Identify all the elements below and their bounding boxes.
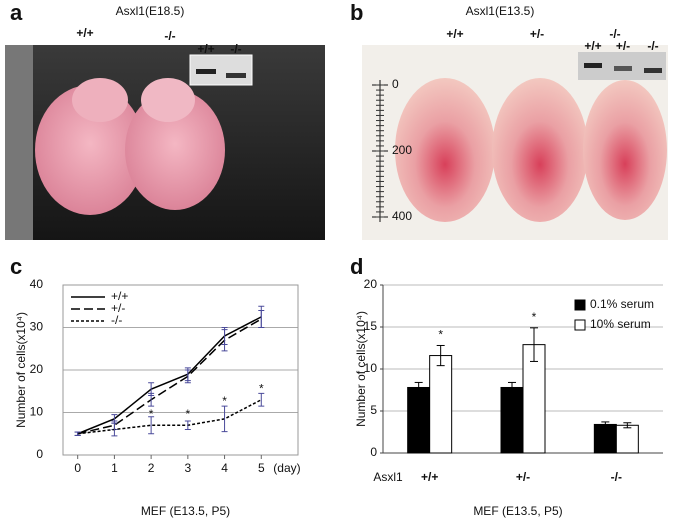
gel-label: +/+ (584, 39, 601, 53)
x-tick-label: 2 (148, 461, 155, 475)
y-tick-label: 10 (30, 405, 44, 419)
panel-label: a (10, 0, 23, 25)
gel-label: -/- (647, 39, 658, 53)
x-tick-label: +/+ (421, 470, 438, 484)
annotation: * (186, 407, 191, 421)
annotation: * (259, 381, 264, 395)
bar (593, 423, 617, 454)
genotype-label: -/- (609, 27, 620, 41)
panel-label: d (350, 254, 363, 279)
y-axis-label: Number of cells(x10⁴) (354, 311, 368, 427)
gel-label: -/- (230, 42, 241, 56)
legend-label: 10% serum (590, 317, 651, 331)
genotype-label: +/+ (76, 26, 93, 40)
legend-swatch (574, 299, 586, 311)
genotype-label: +/- (530, 27, 544, 41)
embryo (35, 85, 145, 215)
legend-label: +/- (111, 301, 125, 315)
bar (407, 386, 431, 454)
gel-band (196, 69, 216, 74)
panel-title: Asxl1(E18.5) (116, 4, 185, 18)
y-tick-label: 20 (364, 277, 378, 291)
caption: MEF (E13.5, P5) (473, 504, 562, 518)
x-tick-label: 5 (258, 461, 265, 475)
category-axis-label: Asxl1 (373, 470, 403, 484)
annotation: * (438, 328, 443, 342)
legend-label: +/+ (111, 289, 128, 303)
embryo-head (141, 78, 195, 122)
y-tick-label: 0 (370, 445, 377, 459)
y-tick-label: 40 (30, 277, 44, 291)
ruler-label: 0 (392, 77, 399, 91)
x-tick-label: 1 (111, 461, 118, 475)
bar (429, 355, 453, 454)
legend-label: 0.1% serum (590, 297, 654, 311)
embryo (583, 80, 667, 220)
panel-label: b (350, 0, 363, 25)
series-line (77, 316, 262, 435)
y-tick-label: 30 (30, 320, 44, 334)
annotation: * (532, 310, 537, 324)
ruler: 0 200 400 (372, 77, 412, 223)
embryo-head (72, 78, 128, 122)
gel-label: +/- (616, 39, 630, 53)
gel-label: +/+ (197, 42, 214, 56)
x-tick-label: 0 (74, 461, 81, 475)
bar (500, 386, 524, 454)
bar (615, 424, 639, 454)
embryo (492, 78, 588, 222)
annotation: * (149, 407, 154, 421)
y-tick-label: 5 (370, 403, 377, 417)
genotype-label: -/- (164, 29, 175, 43)
series-line (77, 318, 262, 435)
x-tick-label: 4 (221, 461, 228, 475)
gel-band (584, 63, 602, 68)
x-tick-label: +/- (516, 470, 530, 484)
legend-swatch (574, 319, 586, 331)
ruler-label: 400 (392, 209, 412, 223)
x-tick-label: 3 (185, 461, 192, 475)
annotation: * (222, 394, 227, 408)
y-tick-label: 20 (30, 362, 44, 376)
y-tick-label: 0 (36, 447, 43, 461)
genotype-label: +/+ (446, 27, 463, 41)
embryo (125, 90, 225, 210)
plot-frame (62, 284, 299, 456)
gel-band (644, 68, 662, 73)
panel-title: Asxl1(E13.5) (466, 4, 535, 18)
x-tick-label: -/- (611, 470, 622, 484)
charts: c 0 10 20 30 40 0 1 2 3 4 5 (day) Number of cells(x10… (10, 254, 663, 518)
ruler-label: 200 (392, 143, 412, 157)
y-axis-label: Number of cells(x10⁴) (14, 312, 28, 428)
embryo (395, 78, 495, 222)
legend-label: -/- (111, 313, 122, 327)
y-tick-label: 10 (364, 361, 378, 375)
photo-ruler (5, 45, 33, 240)
x-axis-unit: (day) (273, 461, 300, 475)
caption: MEF (E13.5, P5) (141, 504, 230, 518)
y-tick-label: 15 (364, 319, 378, 333)
gel-band (614, 66, 632, 71)
series-line (77, 399, 262, 435)
panel-label: c (10, 254, 22, 279)
gel-band (226, 73, 246, 78)
